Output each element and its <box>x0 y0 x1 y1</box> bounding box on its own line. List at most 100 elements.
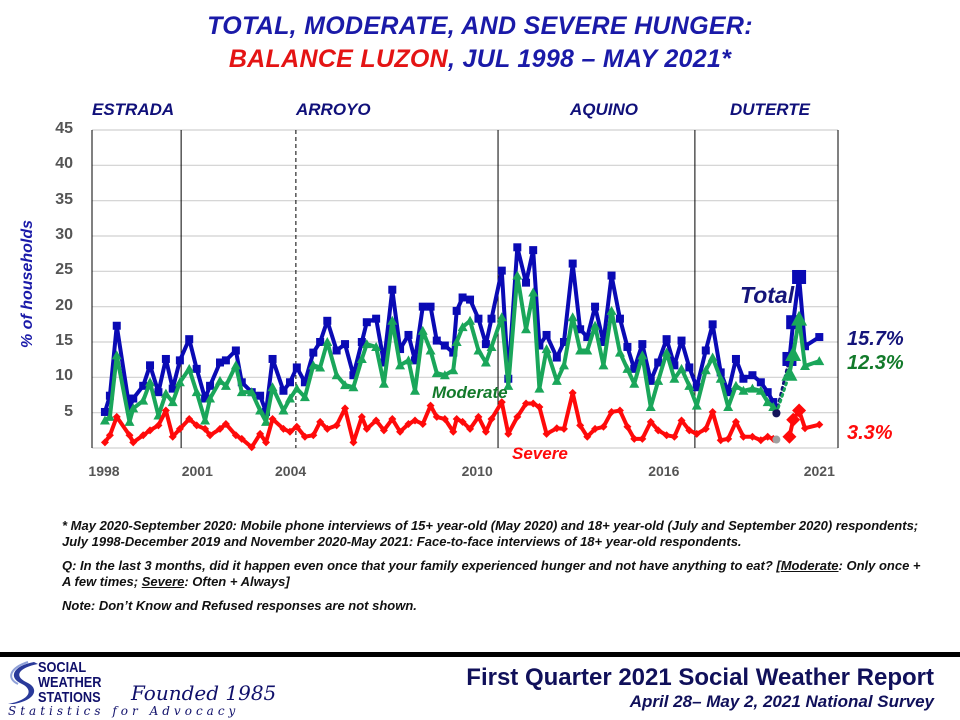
moderate-point <box>496 312 507 322</box>
moderate-point <box>503 380 514 390</box>
severe-point <box>800 424 809 433</box>
moderate-point <box>361 339 372 349</box>
severe-point <box>418 419 427 428</box>
moderate-point <box>331 370 342 380</box>
moderate-point <box>541 344 552 354</box>
severe-point <box>292 422 301 431</box>
severe-point <box>426 401 435 410</box>
total-point <box>662 335 671 344</box>
total-point <box>654 358 663 367</box>
total-point <box>615 314 624 323</box>
moderate-point <box>322 337 333 346</box>
total-end-label: 15.7% <box>847 328 904 350</box>
total-point <box>379 358 388 367</box>
moderate-point <box>534 383 545 393</box>
moderate-point <box>128 403 139 413</box>
total-point <box>800 342 809 351</box>
moderate-point <box>528 287 539 297</box>
moderate-point <box>200 415 211 425</box>
moderate-series-label: Moderate <box>432 383 508 402</box>
total-point <box>458 293 467 302</box>
moderate-point <box>220 380 231 390</box>
total-point <box>285 378 294 387</box>
admin-label-estrada: ESTRADA <box>92 100 175 119</box>
severe-point <box>231 431 240 440</box>
total-point <box>724 388 733 397</box>
moderate-end-label: 12.3% <box>847 352 904 374</box>
x-tick-label: 2010 <box>461 463 493 479</box>
moderate-point <box>700 365 711 375</box>
total-point <box>146 361 155 370</box>
moderate-point <box>598 360 609 370</box>
moderate-point <box>174 377 185 387</box>
moderate-point <box>799 361 810 371</box>
severe-point <box>504 429 513 438</box>
severe-point <box>638 434 647 443</box>
severe-point <box>112 412 121 421</box>
total-point <box>452 306 461 315</box>
moderate-point <box>791 310 808 326</box>
total-point <box>154 388 163 397</box>
severe-point <box>748 432 757 441</box>
severe-point <box>552 424 561 433</box>
moderate-point <box>431 368 442 378</box>
moderate-point <box>653 375 664 385</box>
moderate-point <box>261 416 272 426</box>
total-point <box>559 338 568 346</box>
moderate-point <box>160 388 171 398</box>
moderate-point <box>104 411 115 421</box>
total-point <box>129 394 138 403</box>
severe-point <box>701 424 710 433</box>
severe-point <box>161 406 170 415</box>
moderate-point <box>575 345 586 355</box>
severe-point <box>256 429 265 438</box>
moderate-point <box>473 345 484 355</box>
moderate-point <box>395 360 406 370</box>
severe-point <box>192 421 201 430</box>
y-tick-label: 30 <box>55 226 73 243</box>
moderate-point <box>582 345 593 355</box>
chart-title-line1: TOTAL, MODERATE, AND SEVERE HUNGER: <box>207 12 753 40</box>
moderate-point <box>278 405 289 415</box>
total-point <box>256 391 265 400</box>
footer-divider <box>0 652 960 657</box>
severe-point <box>449 427 458 436</box>
moderate-point <box>457 322 468 332</box>
total-point <box>175 356 184 365</box>
moderate-point <box>291 383 302 393</box>
moderate-def: : Only once + A few times; <box>62 558 921 589</box>
moderate-term: Moderate <box>780 558 839 573</box>
severe-point <box>247 443 256 452</box>
severe-point <box>481 427 490 436</box>
severe-point <box>349 438 358 447</box>
severe-point <box>357 412 366 421</box>
total-point <box>497 266 506 275</box>
severe-point <box>466 424 475 433</box>
severe-point <box>615 406 624 415</box>
total-point <box>677 336 686 345</box>
total-point <box>576 325 585 334</box>
total-point <box>216 358 225 367</box>
moderate-point <box>785 346 802 362</box>
severe-point <box>782 429 797 444</box>
moderate-point <box>669 373 680 383</box>
y-tick-label: 45 <box>55 120 73 137</box>
severe-series-label: Severe <box>512 444 568 463</box>
severe-point <box>583 432 592 441</box>
moderate-point <box>768 402 779 412</box>
moderate-point <box>661 347 672 357</box>
severe-point <box>206 431 215 440</box>
moderate-point <box>730 380 741 390</box>
severe-point <box>201 424 210 433</box>
moderate-point <box>167 397 178 407</box>
severe-point <box>786 412 801 427</box>
total-point <box>292 363 301 372</box>
y-tick-label: 35 <box>55 190 73 208</box>
logo-line: WEATHER <box>38 674 102 691</box>
y-tick-label: 40 <box>55 155 73 173</box>
sws-logo-icon <box>8 661 38 704</box>
moderate-point <box>236 387 247 397</box>
total-point <box>388 285 397 294</box>
total-point <box>513 243 522 252</box>
total-point <box>638 340 647 349</box>
